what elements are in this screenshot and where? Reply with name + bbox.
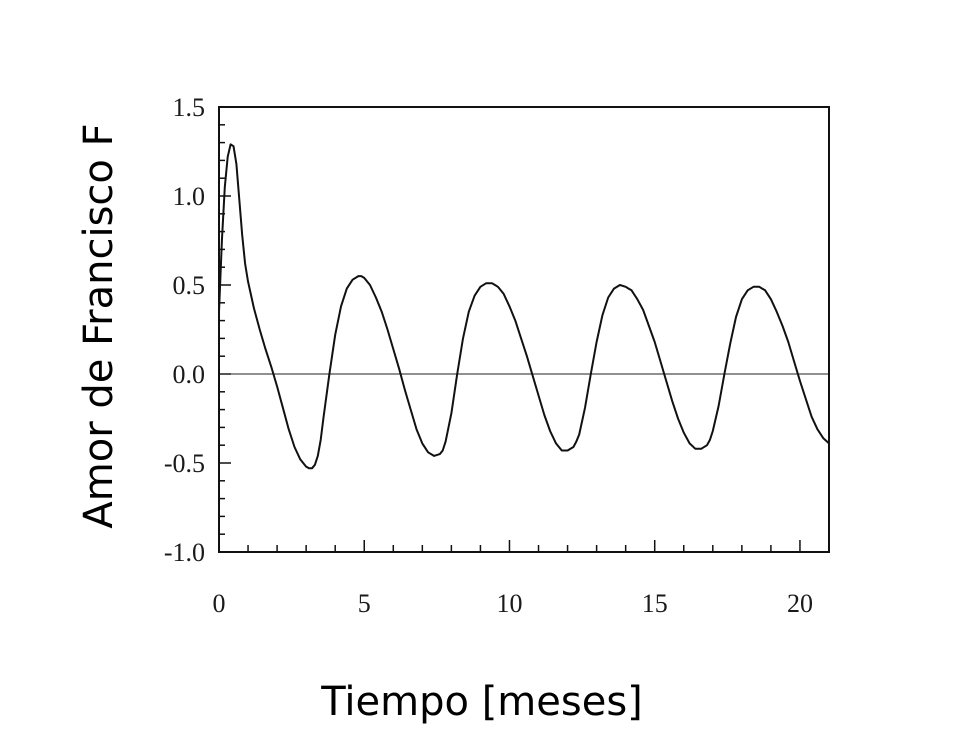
series-line-amor bbox=[218, 143, 830, 470]
y-tick-label: 0.0 bbox=[173, 360, 206, 389]
plot-area-frame bbox=[218, 106, 830, 553]
y-tick-label: -0.5 bbox=[164, 449, 205, 478]
x-tick-label: 10 bbox=[496, 589, 522, 618]
x-tick-label: 20 bbox=[787, 589, 813, 618]
x-tick-label: 15 bbox=[642, 589, 668, 618]
y-tick-label: 1.5 bbox=[173, 93, 206, 122]
x-axis-tick-labels: 0 5 10 15 20 bbox=[213, 589, 813, 618]
y-axis-title: Amor de Francisco F bbox=[76, 123, 122, 528]
tick-marks bbox=[218, 106, 830, 553]
y-tick-label: -1.0 bbox=[164, 538, 205, 567]
y-axis-tick-labels: 1.5 1.0 0.5 0.0 -0.5 -1.0 bbox=[164, 93, 205, 567]
y-tick-label: 0.5 bbox=[173, 271, 206, 300]
y-tick-label: 1.0 bbox=[173, 182, 206, 211]
x-axis-title: Tiempo [meses] bbox=[320, 679, 643, 725]
x-tick-label: 0 bbox=[213, 589, 226, 618]
x-tick-label: 5 bbox=[358, 589, 371, 618]
